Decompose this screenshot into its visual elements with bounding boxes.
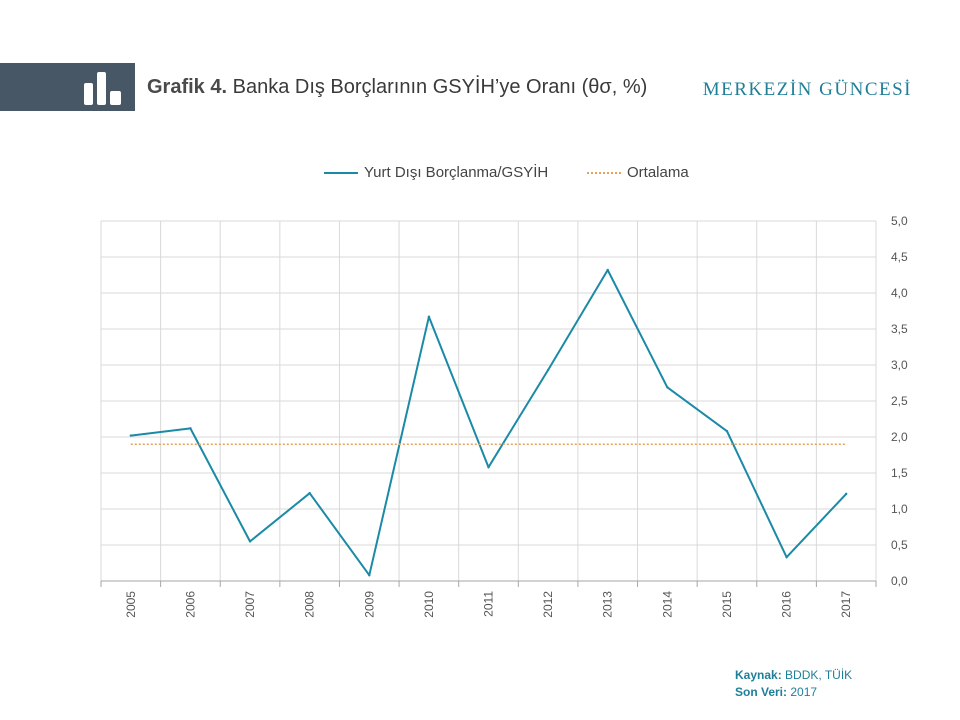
- title-text: Banka Dış Borçlarının GSYİH’ye Oranı (θσ…: [232, 76, 648, 98]
- y-tick-label: 2,5: [891, 394, 908, 408]
- y-tick-label: 1,0: [891, 502, 908, 516]
- title-prefix: Grafik 4.: [147, 76, 228, 98]
- source-value: BDDK, TÜİK: [785, 668, 853, 682]
- x-tick-label: 2009: [362, 591, 376, 618]
- header-band: [0, 63, 135, 111]
- chart-legend: Yurt Dışı Borçlanma/GSYİH Ortalama: [0, 164, 960, 186]
- data-point: [129, 434, 133, 437]
- y-tick-label: 4,5: [891, 250, 908, 264]
- legend-label-series: Yurt Dışı Borçlanma/GSYİH: [364, 164, 549, 181]
- legend-item-series: Yurt Dışı Borçlanma/GSYİH: [324, 164, 548, 181]
- data-point: [368, 574, 371, 577]
- source-label: Kaynak:: [735, 668, 782, 682]
- data-point: [487, 466, 490, 469]
- data-point: [785, 556, 788, 559]
- x-tick-label: 2005: [124, 591, 138, 618]
- brand-logo: MERKEZİN GÜNCESİ: [702, 79, 912, 100]
- last-data-value: 2017: [790, 685, 818, 699]
- data-point: [606, 268, 609, 272]
- y-tick-label: 4,0: [891, 286, 908, 300]
- source-note: Kaynak: BDDK, TÜİK Son Veri: 2017: [735, 667, 852, 701]
- data-point: [427, 315, 431, 318]
- data-point: [189, 427, 192, 430]
- legend-label-average: Ortalama: [627, 164, 689, 181]
- x-tick-label: 2010: [422, 591, 436, 618]
- bar-chart-icon: [84, 72, 121, 105]
- page-title: Grafik 4. Banka Dış Borçlarının GSYİH’ye…: [147, 76, 647, 99]
- data-point: [546, 368, 550, 372]
- legend-swatch-average: [587, 171, 621, 174]
- legend-swatch-series: [324, 171, 358, 174]
- data-point: [248, 540, 252, 543]
- x-tick-label: 2015: [720, 591, 734, 618]
- data-point: [308, 491, 311, 495]
- x-tick-label: 2013: [601, 591, 615, 618]
- data-point: [844, 492, 848, 496]
- y-tick-label: 2,0: [891, 430, 908, 444]
- x-tick-label: 2011: [482, 591, 496, 617]
- x-tick-label: 2016: [780, 591, 794, 618]
- x-tick-label: 2017: [839, 591, 853, 618]
- x-tick-label: 2012: [541, 591, 555, 618]
- last-data-label: Son Veri:: [735, 685, 788, 699]
- data-point: [666, 386, 669, 389]
- x-tick-label: 2008: [303, 591, 317, 618]
- series-line-yurt-disi: [130, 269, 847, 577]
- y-tick-label: 1,5: [891, 466, 908, 480]
- y-tick-label: 3,5: [891, 322, 908, 336]
- y-tick-label: 5,0: [891, 214, 908, 228]
- legend-item-average: Ortalama: [587, 164, 689, 181]
- y-tick-label: 0,5: [891, 538, 908, 552]
- data-point: [725, 430, 729, 433]
- x-tick-label: 2014: [660, 591, 674, 618]
- y-tick-label: 0,0: [891, 574, 908, 588]
- x-tick-label: 2006: [183, 591, 197, 618]
- y-tick-label: 3,0: [891, 358, 908, 372]
- x-tick-label: 2007: [243, 591, 257, 618]
